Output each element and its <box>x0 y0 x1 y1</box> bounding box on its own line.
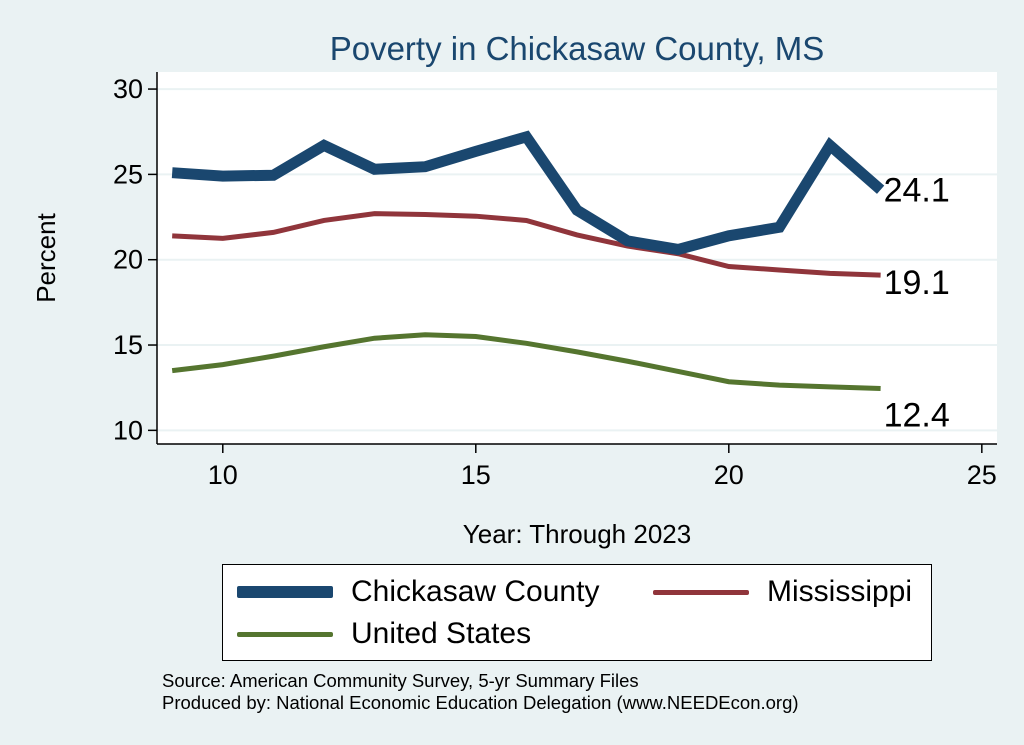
x-tick-label: 20 <box>714 460 744 490</box>
legend-swatch-united-states <box>237 631 333 637</box>
y-tick-label: 10 <box>113 415 143 445</box>
y-tick-label: 20 <box>113 245 143 275</box>
x-tick-label: 10 <box>208 460 238 490</box>
source-note: Source: American Community Survey, 5-yr … <box>162 670 799 714</box>
chart: 10 15 20 25 30 10 15 20 25 24.1 19.1 12.4 Poverty … <box>31 30 997 549</box>
y-tick-label: 30 <box>113 74 143 104</box>
legend-label-chickasaw: Chickasaw County <box>351 575 600 608</box>
source-line: Source: American Community Survey, 5-yr … <box>162 670 639 691</box>
plot-area <box>157 72 997 444</box>
produced-by-line: Produced by: National Economic Education… <box>162 692 799 713</box>
end-label-united-states: 12.4 <box>884 397 950 435</box>
legend-item-united-states: United States <box>237 617 531 651</box>
y-axis-title: Percent <box>31 212 61 302</box>
y-tick-label: 15 <box>113 330 143 360</box>
x-tick-label: 15 <box>461 460 491 490</box>
legend-swatch-mississippi <box>653 589 749 595</box>
series-line-united-states <box>171 332 881 392</box>
legend: Chickasaw County Mississippi United Stat… <box>222 564 932 661</box>
legend-label-mississippi: Mississippi <box>767 575 913 608</box>
legend-item-chickasaw: Chickasaw County <box>237 575 599 609</box>
x-axis-title: Year: Through 2023 <box>463 519 691 549</box>
legend-swatch-chickasaw <box>237 586 333 598</box>
end-label-mississippi: 19.1 <box>884 264 950 302</box>
legend-label-united-states: United States <box>351 617 532 650</box>
end-label-chickasaw: 24.1 <box>884 172 950 210</box>
series-line-mississippi <box>172 211 881 278</box>
series-line-chickasaw <box>171 130 885 256</box>
y-tick-label: 25 <box>113 159 143 189</box>
chart-title: Poverty in Chickasaw County, MS <box>330 30 825 67</box>
legend-item-mississippi: Mississippi <box>653 575 912 609</box>
x-tick-label: 25 <box>967 460 997 490</box>
